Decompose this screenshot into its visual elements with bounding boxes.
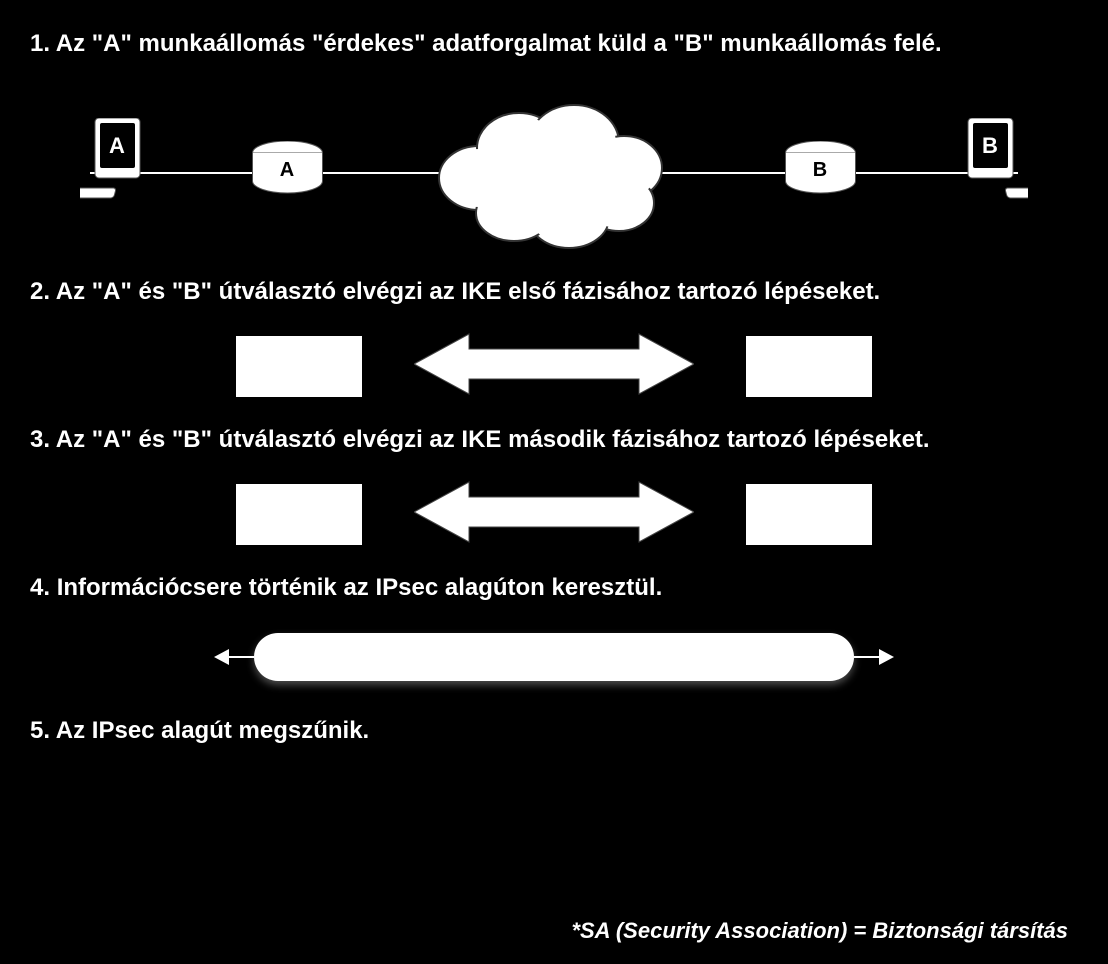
tunnel-container — [214, 633, 894, 681]
step-number: 1. — [30, 30, 50, 57]
workstation-a-icon: A — [80, 118, 150, 218]
step-4-heading: 4. Információcsere történik az IPsec ala… — [30, 574, 1078, 602]
footnote-text: *SA (Security Association) = Biztonsági … — [571, 918, 1068, 944]
workstation-b-icon: B — [958, 118, 1028, 218]
cloud-icon — [419, 98, 689, 263]
double-arrow-icon — [414, 477, 694, 552]
router-a-icon: A — [250, 141, 325, 206]
exchange-diagram-2 — [30, 469, 1078, 559]
step-label: Információcsere történik az IPsec alagút… — [57, 574, 663, 601]
step-2-heading: 2. Az "A" és "B" útválasztó elvégzi az I… — [30, 278, 1078, 306]
step-number: 4. — [30, 574, 50, 601]
exchange-box-right — [744, 334, 874, 399]
exchange-box-left — [234, 482, 364, 547]
step-number: 3. — [30, 426, 50, 453]
step-label: Az "A" és "B" útválasztó elvégzi az IKE … — [56, 278, 880, 305]
step-label: Az "A" munkaállomás "érdekes" adatforgal… — [56, 30, 942, 57]
network-topology-diagram: A A — [30, 88, 1078, 258]
tunnel-body — [254, 633, 854, 681]
svg-text:B: B — [813, 159, 827, 181]
step-3-heading: 3. Az "A" és "B" útválasztó elvégzi az I… — [30, 426, 1078, 454]
step-5-heading: 5. Az IPsec alagút megszűnik. — [30, 717, 1078, 745]
exchange-diagram-1 — [30, 321, 1078, 411]
router-b-icon: B — [783, 141, 858, 206]
step-label: Az IPsec alagút megszűnik. — [56, 717, 369, 744]
arrow-left-icon — [214, 647, 254, 667]
arrow-right-icon — [854, 647, 894, 667]
svg-text:B: B — [982, 133, 998, 158]
exchange-box-left — [234, 334, 364, 399]
tunnel-diagram — [30, 617, 1078, 697]
step-1-heading: 1. Az "A" munkaállomás "érdekes" adatfor… — [30, 30, 1078, 58]
double-arrow-icon — [414, 329, 694, 404]
step-label: Az "A" és "B" útválasztó elvégzi az IKE … — [56, 426, 930, 453]
svg-text:A: A — [109, 133, 125, 158]
step-number: 5. — [30, 717, 50, 744]
exchange-box-right — [744, 482, 874, 547]
svg-text:A: A — [280, 159, 294, 181]
step-number: 2. — [30, 278, 50, 305]
